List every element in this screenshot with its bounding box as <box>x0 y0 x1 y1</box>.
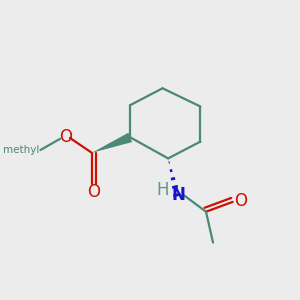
Text: methyl: methyl <box>3 145 39 155</box>
Text: O: O <box>87 183 100 201</box>
Text: N: N <box>172 186 185 204</box>
Text: O: O <box>59 128 72 146</box>
Text: O: O <box>234 192 247 210</box>
Polygon shape <box>92 133 132 153</box>
Text: H: H <box>156 181 169 199</box>
